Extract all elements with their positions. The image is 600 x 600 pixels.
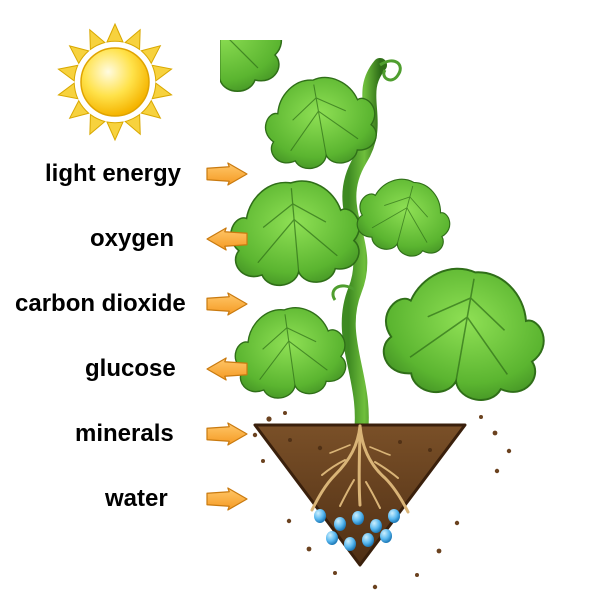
label-oxygen: oxygen <box>90 225 174 253</box>
label-glucose: glucose <box>85 355 176 383</box>
arrow-minerals <box>205 421 249 452</box>
arrow-oxygen <box>205 226 249 257</box>
label-minerals: minerals <box>75 420 174 448</box>
soil-cross-section <box>250 420 470 570</box>
photosynthesis-diagram: light energy oxygen carbon dioxide glucose m… <box>0 0 600 600</box>
label-light-energy: light energy <box>45 160 181 188</box>
arrow-carbon-dioxide <box>205 291 249 322</box>
arrow-water <box>205 486 249 517</box>
arrow-light-energy <box>205 161 249 192</box>
label-water: water <box>105 485 168 513</box>
arrow-glucose <box>205 356 249 387</box>
label-carbon-dioxide: carbon dioxide <box>15 290 186 318</box>
sun-icon <box>45 12 185 152</box>
